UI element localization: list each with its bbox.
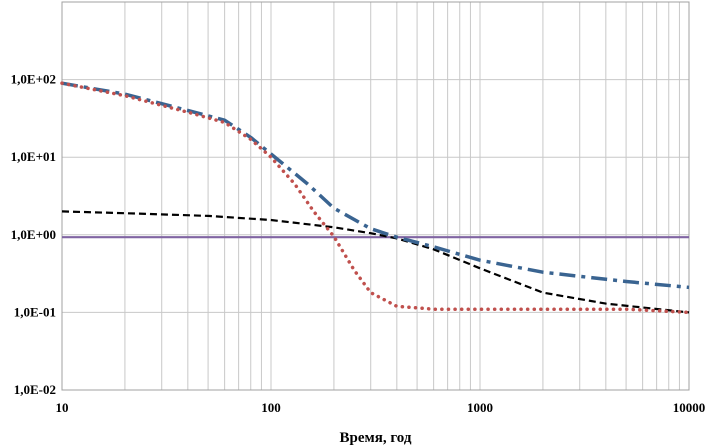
series-layer: [60, 81, 691, 315]
x-tick-labels: 10 100 1000 10000: [56, 400, 706, 415]
y-tick-label: 1,0E+01: [11, 149, 56, 164]
y-tick-label: 1,0E+00: [11, 227, 56, 242]
y-tick-label: 1,0E-01: [14, 304, 56, 319]
series-line-2: [61, 210, 690, 314]
plot-frame: [61, 1, 690, 391]
x-tick-label: 10: [56, 400, 69, 415]
x-axis-title: Время, год: [340, 430, 412, 446]
y-tick-labels: 1,0E-02 1,0E-01 1,0E+00 1,0E+01 1,0E+02: [11, 72, 56, 397]
series-line-0: [61, 81, 690, 290]
y-tick-label: 1,0E-02: [14, 382, 56, 397]
y-tick-label: 1,0E+02: [11, 72, 56, 87]
x-tick-label: 100: [261, 400, 281, 415]
x-tick-label: 1000: [467, 400, 493, 415]
series-line-1: [60, 81, 691, 315]
grid: [61, 1, 689, 391]
x-tick-label: 10000: [673, 400, 706, 415]
